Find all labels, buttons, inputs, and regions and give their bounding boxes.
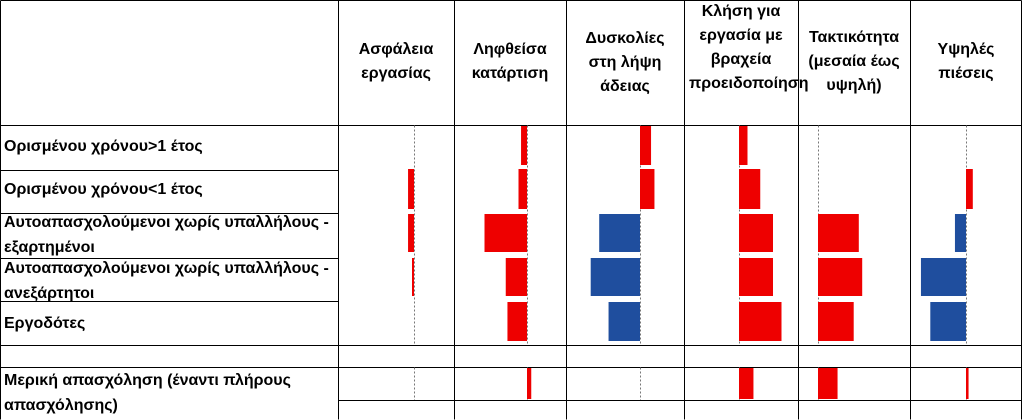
column-header-3: Κλήση για εργασία με βραχεία προειδοποίη… <box>689 3 809 92</box>
bar-row3-col4 <box>818 258 863 296</box>
bar-row4-col2 <box>608 302 640 341</box>
row-label-3: Αυτοαπασχολούμενοι χωρίς υπαλλήλους - αν… <box>4 260 329 302</box>
row-label-4: Εργοδότες <box>4 315 86 332</box>
bar-row1-col5 <box>966 169 973 209</box>
column-header-2: Δυσκολίες στη λήψη άδειας <box>585 30 665 95</box>
bar-row2-col2 <box>599 214 640 252</box>
bar-row3-col1 <box>505 258 527 296</box>
bar-row0-col3 <box>739 126 748 165</box>
row-label-0: Ορισμένου χρόνου>1 έτος <box>4 138 203 155</box>
bar-row6-col3 <box>739 368 754 399</box>
bar-row1-col0 <box>408 169 414 209</box>
bar-row4-col5 <box>930 302 966 341</box>
bar-row1-col3 <box>739 169 761 209</box>
bar-row2-col5 <box>954 214 966 252</box>
column-header-1: Ληφθείσα κατάρτιση <box>471 41 549 82</box>
bar-row6-col4 <box>818 368 838 399</box>
bar-row4-col4 <box>818 302 854 341</box>
bar-row2-col0 <box>408 214 414 252</box>
bar-row1-col2 <box>640 169 655 209</box>
column-header-0: Ασφάλεια εργασίας <box>358 41 434 82</box>
row-label-6: Μερική απασχόληση (έναντι πλήρους απασχό… <box>4 372 291 414</box>
bar-row3-col0 <box>412 258 414 296</box>
bar-row2-col1 <box>484 214 527 252</box>
bar-row3-col5 <box>920 258 966 296</box>
bar-row0-col1 <box>521 126 527 165</box>
bar-row2-col3 <box>739 214 773 252</box>
bar-row4-col1 <box>507 302 527 341</box>
row-label-2: Αυτοαπασχολούμενοι χωρίς υπαλλήλους - εξ… <box>4 214 329 256</box>
bar-row2-col4 <box>818 214 859 252</box>
bar-row3-col3 <box>739 258 773 296</box>
column-header-4: Τακτικότητα (μεσαία έως υψηλή) <box>808 29 900 94</box>
bar-row6-col5 <box>966 368 969 399</box>
bar-row0-col2 <box>640 126 652 165</box>
row-label-1: Ορισμένου χρόνου<1 έτος <box>4 181 203 198</box>
bar-row6-col1 <box>527 368 532 399</box>
bar-row4-col3 <box>739 302 782 341</box>
column-header-5: Υψηλές πιέσεις <box>937 41 995 82</box>
bar-row3-col2 <box>590 258 640 296</box>
bar-row1-col1 <box>518 169 527 209</box>
